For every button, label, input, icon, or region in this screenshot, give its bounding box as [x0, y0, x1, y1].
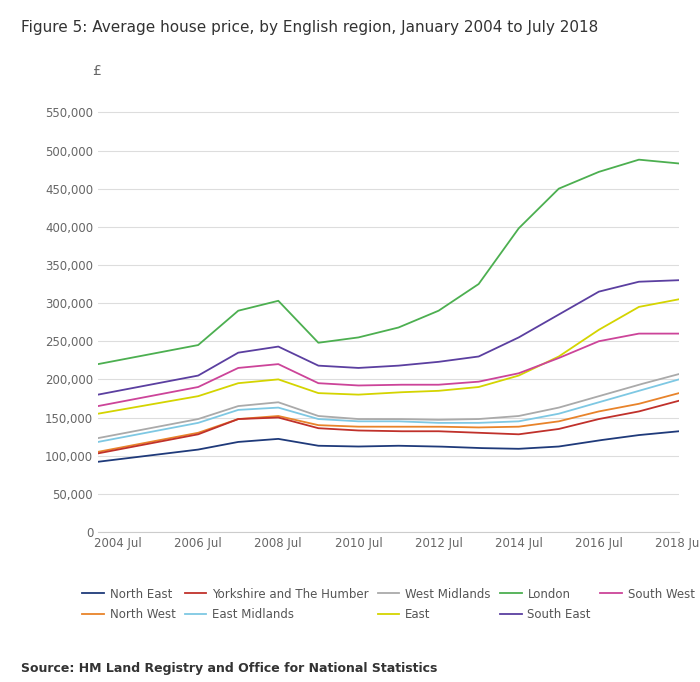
North West — [298, 417, 306, 426]
London — [141, 351, 149, 359]
South East — [475, 353, 483, 361]
North West — [524, 421, 533, 430]
South East — [675, 276, 683, 284]
South West — [524, 366, 533, 374]
Yorkshire and The Humber — [261, 414, 270, 422]
South East — [261, 344, 270, 353]
Yorkshire and The Humber — [524, 429, 533, 437]
London — [298, 321, 306, 329]
South East — [584, 293, 593, 301]
East Midlands — [261, 404, 270, 413]
North East — [524, 444, 533, 452]
South West — [298, 371, 306, 379]
Line: North West: North West — [98, 393, 679, 452]
West Midlands — [94, 434, 102, 442]
North West — [141, 439, 149, 447]
Text: Source: HM Land Registry and Office for National Statistics: Source: HM Land Registry and Office for … — [21, 662, 438, 675]
South East — [141, 382, 149, 390]
East Midlands — [584, 401, 593, 409]
Yorkshire and The Humber — [584, 417, 593, 426]
East Midlands — [298, 410, 306, 418]
Legend: North East, North West, Yorkshire and The Humber, East Midlands, West Midlands, : North East, North West, Yorkshire and Th… — [78, 583, 699, 625]
East Midlands — [141, 429, 149, 437]
London — [675, 160, 683, 168]
East Midlands — [675, 375, 683, 383]
Text: £: £ — [92, 64, 101, 78]
Yorkshire and The Humber — [141, 441, 149, 449]
East — [475, 383, 483, 391]
East — [584, 332, 593, 340]
Line: South East: South East — [98, 280, 679, 395]
Line: Yorkshire and The Humber: Yorkshire and The Humber — [98, 401, 679, 454]
Yorkshire and The Humber — [298, 419, 306, 428]
East Midlands — [475, 419, 483, 427]
West Midlands — [524, 410, 533, 418]
Line: West Midlands: West Midlands — [98, 374, 679, 438]
North West — [584, 410, 593, 418]
South East — [94, 391, 102, 399]
Yorkshire and The Humber — [675, 397, 683, 405]
South West — [261, 361, 270, 370]
Line: East: East — [98, 299, 679, 414]
North East — [94, 458, 102, 466]
East Midlands — [524, 415, 533, 424]
West Midlands — [475, 415, 483, 423]
West Midlands — [298, 406, 306, 415]
North East — [584, 438, 593, 446]
North East — [261, 436, 270, 444]
Yorkshire and The Humber — [94, 449, 102, 458]
Text: Figure 5: Average house price, by English region, January 2004 to July 2018: Figure 5: Average house price, by Englis… — [21, 20, 598, 35]
East Midlands — [94, 438, 102, 446]
West Midlands — [261, 400, 270, 408]
London — [584, 172, 593, 180]
North West — [94, 448, 102, 456]
London — [635, 155, 643, 164]
South West — [675, 329, 683, 338]
London — [261, 300, 270, 308]
East — [298, 383, 306, 391]
North West — [675, 389, 683, 397]
South East — [298, 353, 306, 361]
Line: East Midlands: East Midlands — [98, 379, 679, 442]
South West — [94, 402, 102, 410]
East — [675, 295, 683, 303]
South West — [635, 329, 643, 338]
East — [141, 402, 149, 410]
East — [524, 367, 533, 375]
East — [94, 410, 102, 418]
London — [94, 360, 102, 368]
North East — [675, 427, 683, 435]
Line: North East: North East — [98, 431, 679, 462]
West Midlands — [141, 425, 149, 433]
North East — [141, 452, 149, 460]
South West — [584, 341, 593, 349]
North West — [261, 413, 270, 421]
Line: London: London — [98, 160, 679, 364]
South West — [141, 393, 149, 401]
London — [475, 280, 483, 288]
North East — [298, 439, 306, 447]
Yorkshire and The Humber — [475, 429, 483, 437]
South East — [524, 327, 533, 336]
North West — [475, 424, 483, 432]
West Midlands — [675, 370, 683, 378]
West Midlands — [584, 395, 593, 403]
London — [524, 214, 533, 222]
East — [261, 376, 270, 385]
Line: South West: South West — [98, 333, 679, 406]
South West — [475, 378, 483, 386]
North East — [475, 444, 483, 452]
